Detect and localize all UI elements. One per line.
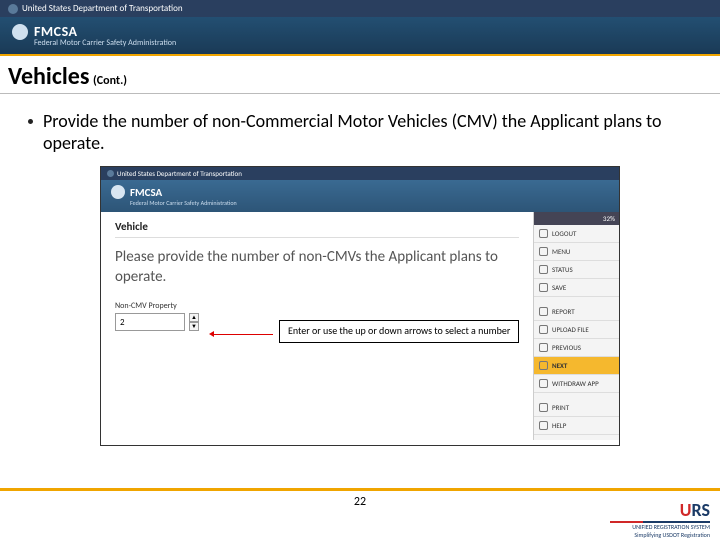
stepper-up-icon[interactable]: ▲ [189, 313, 199, 322]
bullet-text: Provide the number of non-Commercial Mot… [43, 110, 692, 154]
sidebar-item-help[interactable]: HELP [534, 417, 619, 435]
sidebar-item-print[interactable]: PRINT [534, 399, 619, 417]
ss-dot-text: United States Department of Transportati… [117, 169, 242, 178]
ss-field-label: Non-CMV Property [115, 301, 519, 311]
ss-dot-icon [107, 170, 114, 177]
status-icon [539, 265, 548, 274]
help-icon [539, 421, 548, 430]
sidebar-item-previous[interactable]: PREVIOUS [534, 339, 619, 357]
sidebar-item-upload[interactable]: UPLOAD FILE [534, 321, 619, 339]
urs-logo-block: URS UNIFIED REGISTRATION SYSTEM Simplify… [610, 499, 710, 539]
menu-icon [539, 247, 548, 256]
ss-main-panel: Vehicle Please provide the number of non… [101, 212, 533, 440]
quantity-stepper[interactable]: ▲ ▼ [189, 313, 199, 331]
bullet-row: Provide the number of non-Commercial Mot… [0, 94, 720, 162]
slide-title-cont: (Cont.) [93, 74, 127, 88]
next-icon [539, 361, 548, 370]
ss-progress: 32% [534, 212, 619, 225]
urs-tagline: Simplifying USDOT Registration [610, 531, 710, 539]
previous-icon [539, 343, 548, 352]
non-cmv-input[interactable]: 2 [115, 313, 185, 331]
stepper-down-icon[interactable]: ▼ [189, 322, 199, 331]
ss-fmcsa-sub: Federal Motor Carrier Safety Administrat… [130, 199, 609, 207]
sidebar-item-report[interactable]: REPORT [534, 303, 619, 321]
sidebar-item-logout[interactable]: LOGOUT [534, 225, 619, 243]
print-icon [539, 403, 548, 412]
embedded-screenshot: United States Department of Transportati… [100, 166, 620, 446]
ss-fmcsa-banner: FMCSA Federal Motor Carrier Safety Admin… [101, 180, 619, 212]
sidebar-item-save[interactable]: SAVE [534, 279, 619, 297]
ss-section-heading: Vehicle [115, 220, 519, 238]
fmcsa-banner: FMCSA Federal Motor Carrier Safety Admin… [0, 17, 720, 56]
ss-fmcsa-logo-icon [111, 185, 125, 199]
withdraw-icon [539, 379, 548, 388]
sidebar-item-menu[interactable]: MENU [534, 243, 619, 261]
annotation-arrow-icon [213, 334, 273, 335]
upload-icon [539, 325, 548, 334]
urs-subtitle: UNIFIED REGISTRATION SYSTEM [610, 523, 710, 531]
slide-footer: 22 URS UNIFIED REGISTRATION SYSTEM Simpl… [0, 488, 720, 540]
logout-icon [539, 229, 548, 238]
sidebar-item-withdraw[interactable]: WITHDRAW APP [534, 375, 619, 393]
dot-seal-icon [8, 4, 18, 14]
slide-title-main: Vehicles [8, 62, 89, 91]
ss-sidebar: 32% LOGOUT MENU STATUS SAVE REPORT UPLOA… [533, 212, 619, 440]
ss-fmcsa-title: FMCSA [130, 186, 162, 199]
report-icon [539, 307, 548, 316]
sidebar-item-status[interactable]: STATUS [534, 261, 619, 279]
dot-topbar-text: United States Department of Transportati… [22, 3, 183, 14]
urs-logo-text: URS [610, 499, 710, 521]
ss-prompt-text: Please provide the number of non-CMVs th… [115, 248, 519, 287]
bullet-dot-icon [28, 119, 33, 124]
save-icon [539, 283, 548, 292]
slide-title: Vehicles (Cont.) [0, 56, 720, 94]
annotation-callout: Enter or use the up or down arrows to se… [279, 320, 519, 343]
sidebar-item-next[interactable]: NEXT [534, 357, 619, 375]
non-cmv-input-value: 2 [120, 317, 125, 328]
ss-dot-bar: United States Department of Transportati… [101, 167, 619, 180]
fmcsa-logo-icon [12, 24, 28, 40]
fmcsa-subtitle: Federal Motor Carrier Safety Administrat… [34, 38, 708, 48]
dot-topbar: United States Department of Transportati… [0, 0, 720, 17]
